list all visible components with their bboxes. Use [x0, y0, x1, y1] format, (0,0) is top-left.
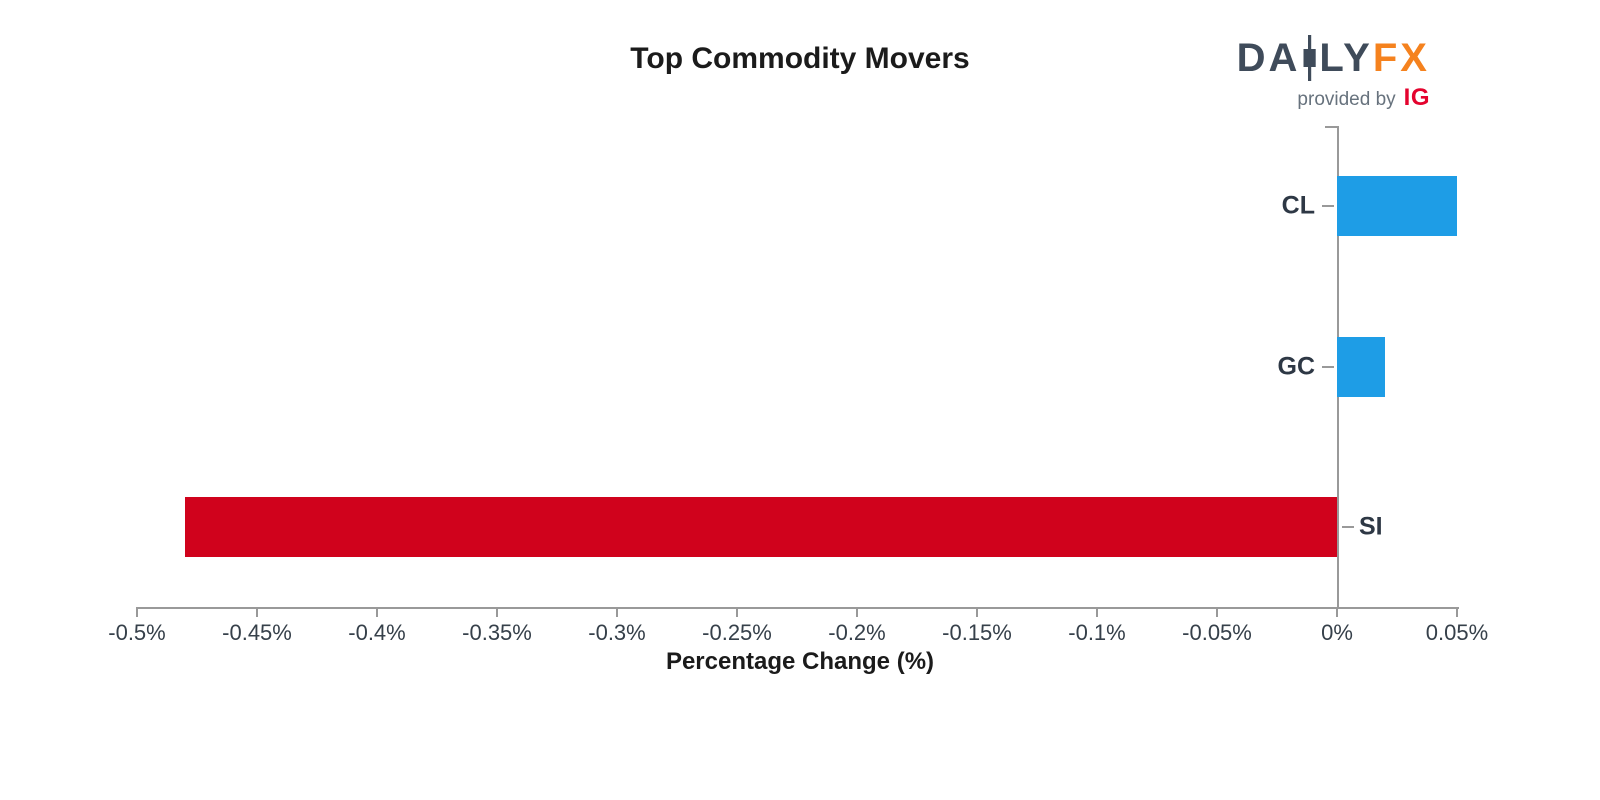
x-tick [1216, 607, 1218, 617]
x-tick [856, 607, 858, 617]
x-tick [496, 607, 498, 617]
logo-text-da: DA [1236, 36, 1301, 80]
x-tick [1096, 607, 1098, 617]
category-tick-cl [1322, 205, 1334, 208]
bar-gc [1337, 336, 1385, 397]
x-tick-label: -0.4% [348, 620, 406, 645]
x-axis-title: Percentage Change (%) [665, 648, 935, 675]
x-tick-label: -0.15% [942, 620, 1012, 645]
x-tick [976, 607, 978, 617]
x-tick-label: -0.35% [462, 620, 532, 645]
bar-si [185, 496, 1337, 557]
x-tick [136, 607, 138, 617]
chart-title: Top Commodity Movers [630, 42, 970, 75]
category-tick-si [1342, 525, 1354, 528]
x-tick [256, 607, 258, 617]
provided-by-row: provided by IG [1237, 84, 1430, 112]
logo-text-fx: FX [1372, 36, 1430, 80]
x-tick [736, 607, 738, 617]
x-axis-line [137, 607, 1459, 609]
x-tick-label: -0.05% [1182, 620, 1252, 645]
category-label-cl: CL [1281, 191, 1315, 220]
x-tick [1456, 607, 1458, 617]
category-tick-gc [1322, 365, 1334, 368]
x-tick-label: -0.3% [588, 620, 646, 645]
x-tick [376, 607, 378, 617]
x-tick-label: 0.05% [1425, 620, 1489, 645]
provided-by-text: provided by [1297, 89, 1396, 110]
logo-text-ly: LY [1319, 36, 1373, 80]
x-tick-label: -0.5% [108, 620, 166, 645]
x-tick [1336, 607, 1338, 617]
category-label-gc: GC [1277, 352, 1316, 380]
dailyfx-logo: DA LY FX provided by IG [1236, 35, 1430, 112]
dailyfx-wordmark: DA LY FX [1236, 35, 1430, 81]
candlestick-icon [1302, 35, 1317, 81]
bar-cl [1337, 176, 1457, 237]
x-tick-label: -0.1% [1068, 620, 1126, 645]
x-tick [616, 607, 618, 617]
x-tick-label: -0.45% [222, 620, 292, 645]
zero-axis-top-cap [1325, 126, 1337, 128]
x-tick-label: -0.25% [702, 620, 772, 645]
ig-logo: IG [1403, 84, 1430, 111]
x-tick-label: 0% [1321, 620, 1353, 645]
category-label-si: SI [1359, 512, 1383, 541]
x-tick-label: -0.2% [828, 620, 886, 645]
